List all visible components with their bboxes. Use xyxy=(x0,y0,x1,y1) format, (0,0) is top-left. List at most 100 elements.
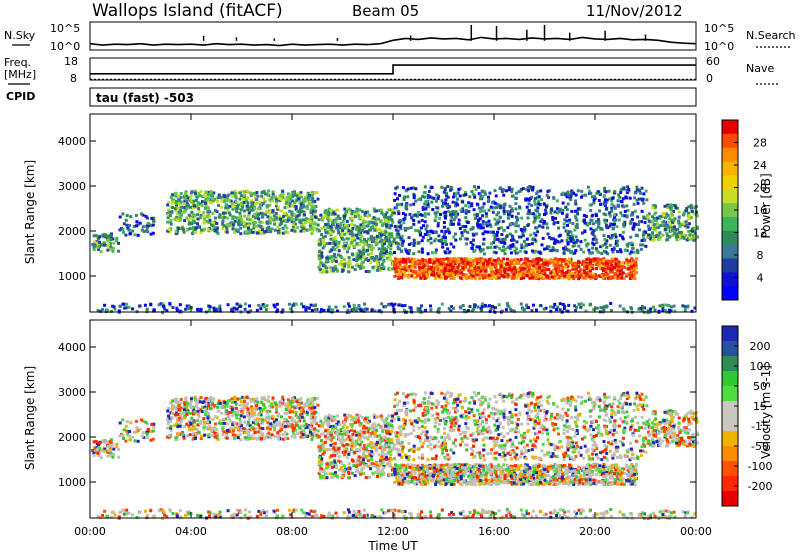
power-cell xyxy=(207,212,211,216)
power-cell xyxy=(402,221,406,225)
power-cell xyxy=(481,214,485,218)
power-cell xyxy=(206,205,210,209)
power-cell xyxy=(571,252,575,255)
power-cell xyxy=(467,210,471,213)
power-cell xyxy=(461,261,465,265)
power-cell xyxy=(304,196,307,200)
power-cell xyxy=(278,215,282,219)
power-cell xyxy=(502,229,506,233)
power-cell xyxy=(659,224,663,228)
power-cell xyxy=(604,207,608,211)
power-cell xyxy=(196,222,199,226)
power-cell xyxy=(419,198,423,202)
velocity-cell xyxy=(146,429,150,433)
power-cell xyxy=(413,265,417,269)
power-cell xyxy=(437,308,440,312)
power-cell xyxy=(683,220,686,224)
power-cell xyxy=(421,195,424,198)
power-cell xyxy=(401,242,405,246)
power-cell xyxy=(338,217,342,220)
power-cell xyxy=(434,277,438,280)
power-cell xyxy=(307,202,311,206)
power-cell xyxy=(377,309,381,313)
power-cell xyxy=(624,249,628,252)
power-cell xyxy=(610,206,614,210)
power-cell xyxy=(487,273,491,277)
power-cell xyxy=(536,270,540,274)
power-cell xyxy=(361,248,365,252)
power-cell xyxy=(192,231,196,235)
velocity-cell xyxy=(261,427,265,431)
power-cell xyxy=(651,231,654,235)
velocity-cell xyxy=(109,438,113,442)
power-cell xyxy=(346,308,350,312)
power-cell xyxy=(543,247,546,251)
power-cell xyxy=(379,208,383,212)
power-cell xyxy=(510,187,514,191)
power-cell xyxy=(428,195,432,199)
power-cell xyxy=(407,236,411,240)
power-cell xyxy=(172,198,176,202)
power-cell xyxy=(521,272,525,276)
power-cell xyxy=(184,191,188,195)
power-cell xyxy=(368,247,372,251)
velocity-cell xyxy=(313,405,317,409)
power-cell xyxy=(419,260,423,264)
velocity-cell xyxy=(122,437,125,440)
velocity-cell xyxy=(96,451,100,455)
power-cell xyxy=(221,220,225,224)
power-cell xyxy=(533,216,537,220)
power-cell xyxy=(380,266,383,270)
power-cell xyxy=(610,233,614,237)
power-cell xyxy=(613,190,617,194)
power-cell xyxy=(384,248,388,252)
power-cell xyxy=(202,194,206,198)
beam-title: Beam 05 xyxy=(352,2,419,20)
power-cell xyxy=(410,274,413,278)
power-cell xyxy=(215,222,219,225)
power-cell xyxy=(447,259,450,263)
power-cell xyxy=(578,270,581,274)
velocity-cell xyxy=(152,425,156,429)
power-cell xyxy=(257,207,261,211)
power-cell xyxy=(459,276,463,280)
power-cell xyxy=(505,189,509,193)
velocity-cell xyxy=(152,422,156,426)
power-cell xyxy=(572,192,576,196)
power-cell xyxy=(475,232,479,236)
power-cell xyxy=(582,303,585,307)
power-cell xyxy=(554,268,558,272)
power-cell xyxy=(558,308,562,312)
power-cell xyxy=(536,190,540,194)
power-cell xyxy=(632,266,636,270)
power-cell xyxy=(534,249,537,253)
power-cell xyxy=(574,199,577,203)
power-cell xyxy=(287,216,291,220)
power-cell xyxy=(584,215,588,218)
power-cell xyxy=(291,225,295,229)
velocity-cell xyxy=(145,432,149,436)
power-cell xyxy=(125,214,129,218)
power-cell xyxy=(634,270,638,274)
power-cell xyxy=(294,207,298,211)
power-cell xyxy=(458,194,462,198)
power-cell xyxy=(297,209,301,213)
power-cell xyxy=(667,221,670,224)
power-cell xyxy=(621,197,625,201)
power-cell xyxy=(312,225,316,229)
power-cell xyxy=(629,265,633,269)
power-cell xyxy=(358,257,362,261)
power-cell xyxy=(350,236,354,239)
power-cell xyxy=(261,215,265,219)
power-cell xyxy=(631,213,634,217)
power-cell xyxy=(439,213,442,216)
velocity-cell xyxy=(308,429,312,432)
power-cell xyxy=(485,224,489,228)
power-cell xyxy=(469,227,473,231)
power-cell xyxy=(109,309,113,313)
velocity-cell xyxy=(277,437,280,441)
power-cell xyxy=(324,230,328,234)
power-cell xyxy=(496,218,500,222)
power-cell xyxy=(627,273,631,277)
power-cell xyxy=(259,224,263,228)
